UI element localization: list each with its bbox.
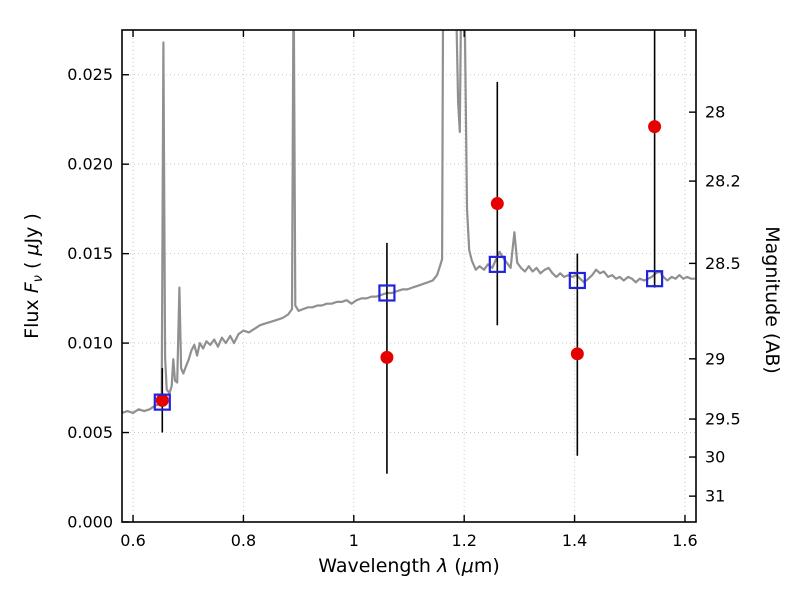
model-point [646, 270, 664, 288]
y-tick-label-right: 29.5 [705, 410, 741, 429]
y-tick-label-right: 28.5 [705, 254, 741, 273]
clipped-data [122, 30, 695, 414]
y-tick-label-left: 0.000 [67, 513, 113, 532]
model-point [568, 271, 586, 290]
y-tick-label-left: 0.005 [67, 423, 113, 442]
observed-point [380, 350, 394, 364]
x-tick-label: 1 [349, 531, 359, 550]
y-tick-label-left: 0.025 [67, 65, 113, 84]
y-tick-label-right: 31 [705, 487, 725, 506]
x-tick-label: 1.4 [562, 531, 587, 550]
chart-layer: 0.6 0.8 1 1.2 1.4 1.6 0.000 0.005 0.010 0.015 0.02… [67, 29, 741, 550]
y-tick-label-left: 0.015 [67, 244, 113, 263]
observed-point [490, 197, 504, 211]
ticks [122, 30, 696, 523]
y-tick-label-right: 28 [705, 103, 725, 122]
x-tick-label: 1.2 [451, 531, 476, 550]
model-point [488, 255, 506, 273]
spectrum-line [122, 30, 695, 414]
model-point [153, 393, 171, 411]
model-points [153, 255, 664, 411]
error-bars [161, 30, 656, 474]
x-axis-label: Wavelength λ (μm) [318, 555, 499, 577]
y-tick-label-right: 28.2 [705, 172, 741, 191]
model-point [378, 284, 396, 302]
tick-labels: 0.6 0.8 1 1.2 1.4 1.6 0.000 0.005 0.010 0.015 0.02… [67, 65, 740, 550]
y-tick-label-left: 0.010 [67, 334, 113, 353]
y-axis-label-left: Flux Fν ( μJy ) [21, 213, 46, 339]
x-tick-label: 0.6 [120, 531, 145, 550]
observed-points [155, 120, 662, 407]
observed-point [648, 120, 662, 134]
observed-point [570, 347, 584, 361]
x-tick-label: 1.6 [672, 531, 697, 550]
y-tick-label-left: 0.020 [67, 155, 113, 174]
observed-point [155, 393, 169, 407]
plot-frame [121, 29, 697, 523]
y-tick-label-right: 30 [705, 448, 725, 467]
x-tick-label: 0.8 [231, 531, 256, 550]
y-tick-label-right: 29 [705, 349, 725, 368]
y-axis-label-right: Magnitude (AB) [761, 226, 783, 374]
